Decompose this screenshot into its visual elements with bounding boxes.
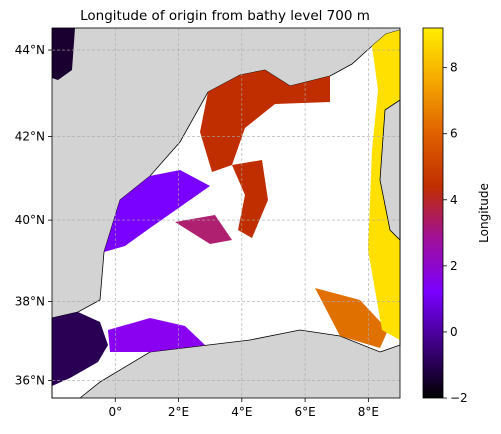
map-title: Longitude of origin from bathy level 700… [80,8,370,24]
colorbar-label: Longitude [477,183,491,243]
colorbar-tick-label: 6 [450,127,458,141]
colorbar [422,27,444,399]
x-tick-label: 2°E [168,405,189,419]
region-dark [52,28,75,80]
y-tick-label: 38°N [15,294,45,308]
x-tick-label: 4°E [231,405,252,419]
region-purple [108,318,205,352]
colorbar-tick-label: 8 [450,61,458,75]
colorbar-tick-label: 4 [450,193,458,207]
x-tick-label: 8°E [358,405,379,419]
region-red [200,70,330,172]
region-purple [104,170,210,252]
x-tick-label: 6°E [294,405,315,419]
y-tick-label: 40°N [15,213,45,227]
map [51,27,401,399]
region-red [232,160,268,238]
island [379,99,401,241]
region-dark [52,312,108,386]
colorbar-tick-label: −2 [450,391,468,405]
colorbar-tick-label: 0 [450,325,458,339]
region-magenta [175,215,232,244]
colorbar-tick-label: 2 [450,259,458,273]
y-tick-label: 44°N [15,43,45,57]
y-tick-label: 42°N [15,129,45,143]
x-tick-label: 0° [108,405,122,419]
region-orange [315,288,388,348]
map-frame [51,27,401,399]
grid [52,28,400,398]
y-tick-label: 36°N [15,373,45,387]
